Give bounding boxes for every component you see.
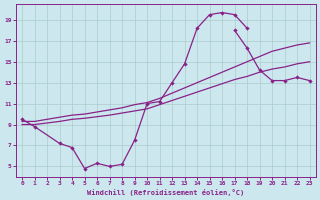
X-axis label: Windchill (Refroidissement éolien,°C): Windchill (Refroidissement éolien,°C) [87, 189, 244, 196]
